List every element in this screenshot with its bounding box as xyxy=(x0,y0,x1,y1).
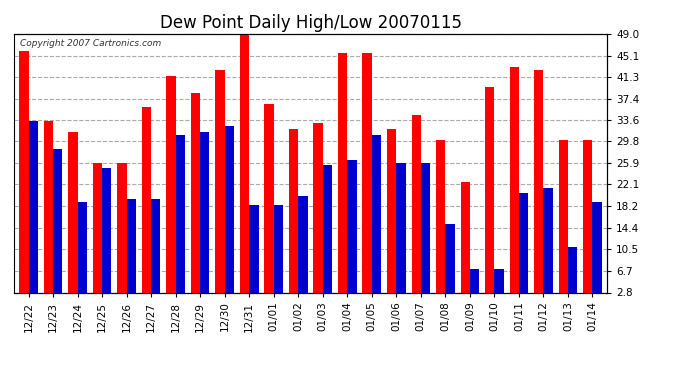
Bar xyxy=(176,135,185,292)
Text: Copyright 2007 Cartronics.com: Copyright 2007 Cartronics.com xyxy=(20,39,161,48)
Bar xyxy=(289,129,298,292)
Bar xyxy=(568,247,578,292)
Bar xyxy=(436,140,445,292)
Bar xyxy=(519,194,529,292)
Bar xyxy=(583,140,593,292)
Bar xyxy=(92,163,102,292)
Bar xyxy=(28,120,38,292)
Bar xyxy=(421,163,430,292)
Bar xyxy=(338,53,347,292)
Bar xyxy=(347,160,357,292)
Bar xyxy=(126,199,136,292)
Bar xyxy=(445,224,455,292)
Bar xyxy=(249,205,259,292)
Bar xyxy=(470,269,479,292)
Bar xyxy=(313,123,323,292)
Bar xyxy=(102,168,111,292)
Bar xyxy=(411,115,421,292)
Bar xyxy=(396,163,406,292)
Bar xyxy=(534,70,544,292)
Bar xyxy=(298,196,308,292)
Bar xyxy=(372,135,381,292)
Bar xyxy=(77,202,87,292)
Bar xyxy=(264,104,274,292)
Bar xyxy=(323,165,332,292)
Bar xyxy=(274,205,283,292)
Bar xyxy=(387,129,396,292)
Bar xyxy=(225,126,234,292)
Bar xyxy=(43,120,53,292)
Bar xyxy=(19,51,28,292)
Bar xyxy=(200,132,210,292)
Bar xyxy=(593,202,602,292)
Bar xyxy=(240,34,249,292)
Bar xyxy=(53,148,62,292)
Bar xyxy=(460,182,470,292)
Bar xyxy=(191,93,200,292)
Bar xyxy=(142,106,151,292)
Bar xyxy=(151,199,161,292)
Bar xyxy=(362,53,372,292)
Bar xyxy=(215,70,225,292)
Bar xyxy=(510,68,519,292)
Bar xyxy=(68,132,77,292)
Bar xyxy=(117,163,126,292)
Bar xyxy=(544,188,553,292)
Bar xyxy=(495,269,504,292)
Bar xyxy=(559,140,568,292)
Bar xyxy=(485,87,495,292)
Bar xyxy=(166,76,176,292)
Title: Dew Point Daily High/Low 20070115: Dew Point Daily High/Low 20070115 xyxy=(159,14,462,32)
